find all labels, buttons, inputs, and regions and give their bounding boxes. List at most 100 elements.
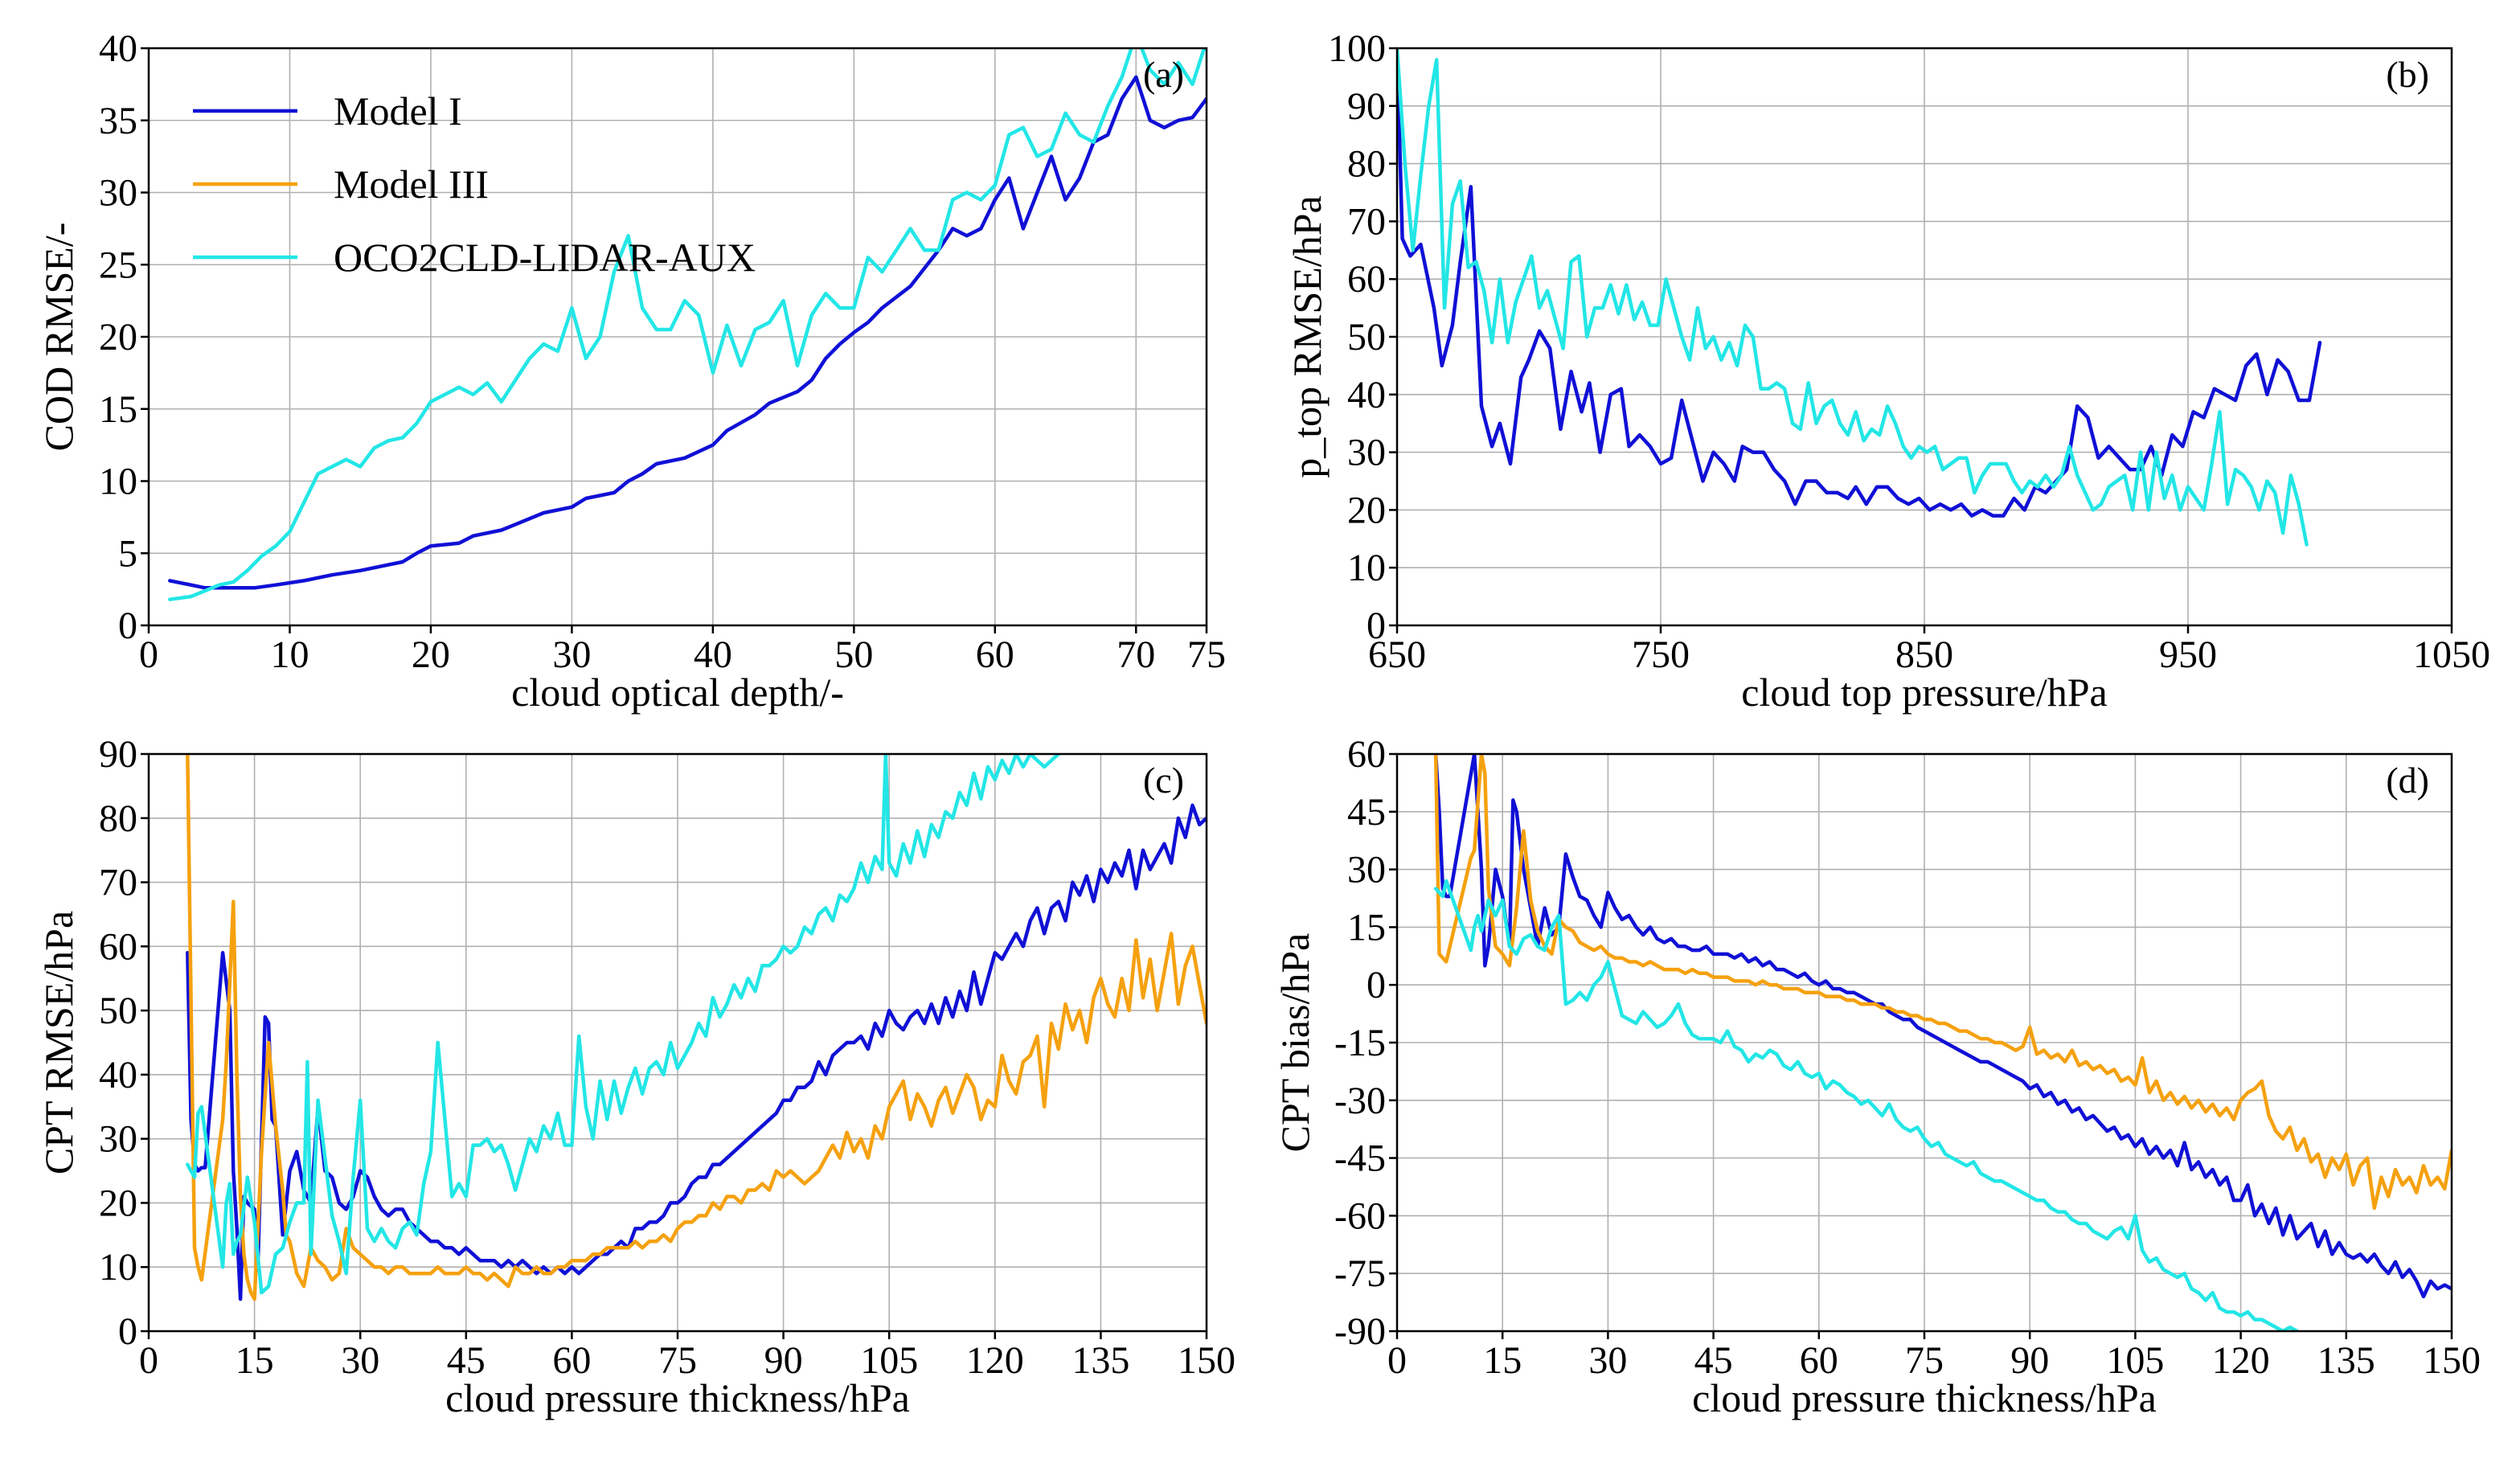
y-tick-label: 45	[1347, 791, 1386, 834]
y-axis-label: p_top RMSE/hPa	[1285, 195, 1330, 477]
x-tick-label: 135	[2317, 1339, 2375, 1382]
y-tick-label: 20	[99, 316, 137, 359]
panel-c: 0 15 30 45 60 75 90 105 120 135 150 0 10 20 30 40 50 60 70…	[36, 733, 1235, 1420]
x-tick-label: 30	[1588, 1339, 1627, 1382]
x-tick-label: 650	[1368, 633, 1426, 676]
x-axis-label: cloud pressure thickness/hPa	[445, 1375, 910, 1420]
y-tick-label: 30	[1347, 849, 1386, 891]
y-tick-label: -60	[1334, 1195, 1386, 1237]
y-tick-label: 40	[99, 1054, 137, 1096]
x-tick-label: 75	[658, 1339, 697, 1382]
y-tick-label: 0	[118, 1310, 137, 1353]
x-axis-label: cloud top pressure/hPa	[1741, 670, 2107, 715]
y-tick-label: 10	[99, 461, 137, 503]
y-tick-label: 80	[99, 797, 137, 840]
y-tick-label: -30	[1334, 1080, 1386, 1122]
y-tick-label: 80	[1347, 143, 1386, 186]
y-tick-label: 60	[1347, 258, 1386, 301]
x-tick-label: 60	[1800, 1339, 1838, 1382]
x-tick-label: 75	[1905, 1339, 1944, 1382]
x-tick-label: 15	[1483, 1339, 1522, 1382]
x-tick-label: 105	[2106, 1339, 2164, 1382]
series-line-model-i	[1433, 754, 2452, 1299]
x-tick-label: 120	[2212, 1339, 2270, 1382]
series-line-oco2cld-lidar-aux	[1433, 879, 2299, 1331]
y-tick-label: 15	[1347, 906, 1386, 949]
y-tick-label: 100	[1328, 27, 1386, 70]
x-tick-label: 90	[2010, 1339, 2049, 1382]
x-tick-label: 850	[1895, 633, 1953, 676]
x-tick-label: 45	[447, 1339, 486, 1382]
x-tick-label: 0	[1387, 1339, 1407, 1382]
x-tick-label: 60	[976, 633, 1014, 676]
x-tick-label: 70	[1117, 633, 1155, 676]
y-tick-label: -75	[1334, 1252, 1386, 1295]
y-tick-label: 15	[99, 388, 137, 431]
x-tick-label: 0	[139, 1339, 158, 1382]
x-tick-label: 20	[412, 633, 450, 676]
x-tick-label: 75	[1187, 633, 1226, 676]
x-tick-label: 45	[1694, 1339, 1733, 1382]
x-tick-label: 1050	[2413, 633, 2490, 676]
x-tick-label: 40	[694, 633, 732, 676]
y-tick-label: 5	[118, 532, 137, 575]
y-tick-label: 50	[99, 990, 137, 1032]
legend-label: Model III	[334, 162, 489, 207]
x-tick-label: 105	[860, 1339, 918, 1382]
x-tick-label: 50	[834, 633, 873, 676]
y-axis-label: CPT RMSE/hPa	[36, 911, 81, 1174]
x-tick-label: 950	[2159, 633, 2217, 676]
y-tick-label: 30	[1347, 432, 1386, 474]
panel-label: (a)	[1143, 54, 1184, 95]
series-line-model-i	[186, 803, 1207, 1301]
y-tick-label: 30	[99, 1118, 137, 1161]
y-axis-label: COD RMSE/-	[36, 223, 81, 452]
y-tick-label: 70	[99, 862, 137, 904]
x-axis-label: cloud optical depth/-	[511, 670, 844, 715]
panel-label: (c)	[1143, 760, 1184, 801]
y-tick-label: 40	[99, 27, 137, 70]
x-tick-label: 150	[1178, 1339, 1235, 1382]
x-tick-label: 60	[552, 1339, 591, 1382]
x-axis-label: cloud pressure thickness/hPa	[1692, 1375, 2157, 1420]
legend-label: Model I	[334, 88, 462, 133]
legend-label: OCO2CLD-LIDAR-AUX	[334, 235, 756, 280]
x-tick-label: 15	[236, 1339, 274, 1382]
series-line-model-iii	[186, 754, 1207, 1301]
y-tick-label: 20	[99, 1182, 137, 1224]
y-tick-label: 40	[1347, 374, 1386, 416]
y-tick-label: 20	[1347, 489, 1386, 531]
y-tick-label: 30	[99, 172, 137, 215]
y-tick-label: -15	[1334, 1022, 1386, 1064]
y-tick-label: 90	[99, 733, 137, 776]
panel-label: (d)	[2386, 760, 2429, 801]
x-tick-label: 135	[1072, 1339, 1129, 1382]
y-tick-label: 60	[99, 925, 137, 968]
panel-d: 0 15 30 45 60 75 90 105 120 135 150-90-75-60-45-30…	[1272, 733, 2481, 1420]
panel-b: 650 750 850 950 1050 0 10 20 30 40 50 60 70 80 90 100 cl…	[1285, 27, 2490, 715]
y-tick-label: 50	[1347, 316, 1386, 359]
y-tick-label: -90	[1334, 1310, 1386, 1353]
legend: Model I Model III OCO2CLD-LIDAR-AUX	[193, 88, 756, 280]
x-tick-label: 10	[270, 633, 309, 676]
y-tick-label: 0	[1367, 964, 1386, 1006]
x-tick-label: 30	[552, 633, 591, 676]
x-tick-label: 120	[966, 1339, 1024, 1382]
series-line-model-iii	[1433, 754, 2452, 1211]
y-tick-label: 25	[99, 244, 137, 286]
y-tick-label: 0	[1367, 604, 1386, 647]
x-tick-label: 150	[2423, 1339, 2481, 1382]
y-tick-label: -45	[1334, 1137, 1386, 1180]
y-tick-label: 60	[1347, 733, 1386, 776]
x-tick-label: 750	[1632, 633, 1690, 676]
x-tick-label: 0	[139, 633, 158, 676]
y-tick-label: 90	[1347, 85, 1386, 128]
y-tick-label: 10	[99, 1246, 137, 1289]
y-axis-label: CPT bias/hPa	[1272, 933, 1317, 1153]
y-tick-label: 70	[1347, 200, 1386, 243]
x-tick-label: 30	[341, 1339, 379, 1382]
y-tick-label: 10	[1347, 547, 1386, 589]
y-tick-label: 0	[118, 604, 137, 647]
